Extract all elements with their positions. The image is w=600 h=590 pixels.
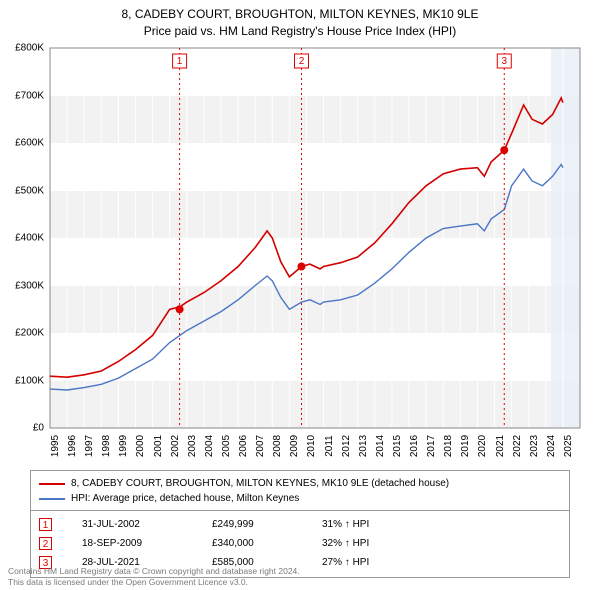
x-tick-label: 2007	[255, 435, 266, 457]
svg-text:1: 1	[177, 56, 183, 67]
event-diff: 27% ↑ HPI	[322, 553, 412, 572]
svg-text:3: 3	[501, 56, 507, 67]
event-marker: 1	[39, 518, 52, 531]
x-tick-label: 2009	[289, 435, 300, 457]
x-tick-label: 2004	[204, 435, 215, 457]
legend-row-hpi: HPI: Average price, detached house, Milt…	[39, 491, 561, 506]
y-tick-label: £800K	[15, 43, 44, 54]
plot-area: 123 £0£100K£200K£300K£400K£500K£600K£700…	[50, 48, 580, 428]
legend-swatch-hpi	[39, 498, 65, 500]
legend-row-price: 8, CADEBY COURT, BROUGHTON, MILTON KEYNE…	[39, 476, 561, 491]
footer: Contains HM Land Registry data © Crown c…	[8, 566, 300, 588]
y-tick-label: £200K	[15, 328, 44, 339]
x-tick-label: 2010	[306, 435, 317, 457]
x-tick-label: 2020	[477, 435, 488, 457]
x-tick-label: 2016	[409, 435, 420, 457]
x-tick-label: 2022	[512, 435, 523, 457]
event-row: 2 18-SEP-2009 £340,000 32% ↑ HPI	[39, 534, 561, 553]
x-tick-label: 1995	[50, 435, 61, 457]
x-axis-labels: 1995 1996 1997 1998 1999 2000 2001 2002 2003 2004…	[50, 430, 580, 466]
event-date: 31-JUL-2002	[82, 515, 182, 534]
x-tick-label: 2005	[221, 435, 232, 457]
event-diff: 32% ↑ HPI	[322, 534, 412, 553]
y-tick-label: £100K	[15, 375, 44, 386]
event-price: £249,999	[212, 515, 292, 534]
y-tick-label: £0	[33, 423, 44, 434]
y-tick-label: £600K	[15, 138, 44, 149]
x-tick-label: 2008	[272, 435, 283, 457]
event-price: £340,000	[212, 534, 292, 553]
x-tick-label: 2001	[153, 435, 164, 457]
event-row: 1 31-JUL-2002 £249,999 31% ↑ HPI	[39, 515, 561, 534]
plot-svg: 1 2 3	[50, 48, 580, 428]
x-tick-label: 2021	[495, 435, 506, 457]
x-tick-label: 2012	[341, 435, 352, 457]
legend-label-hpi: HPI: Average price, detached house, Milt…	[71, 491, 299, 506]
y-axis-labels: £0£100K£200K£300K£400K£500K£600K£700K£80…	[2, 48, 46, 428]
x-tick-label: 2017	[426, 435, 437, 457]
x-tick-label: 1998	[101, 435, 112, 457]
x-tick-label: 2003	[187, 435, 198, 457]
x-tick-label: 2015	[392, 435, 403, 457]
x-tick-label: 1996	[67, 435, 78, 457]
x-tick-label: 2018	[443, 435, 454, 457]
chart-container: 8, CADEBY COURT, BROUGHTON, MILTON KEYNE…	[0, 0, 600, 590]
title-line-1: 8, CADEBY COURT, BROUGHTON, MILTON KEYNE…	[122, 7, 479, 21]
y-tick-label: £700K	[15, 90, 44, 101]
event-diff: 31% ↑ HPI	[322, 515, 412, 534]
svg-text:2: 2	[299, 56, 305, 67]
event-marker: 2	[39, 537, 52, 550]
chart-title: 8, CADEBY COURT, BROUGHTON, MILTON KEYNE…	[0, 0, 600, 40]
footer-line-2: This data is licensed under the Open Gov…	[8, 577, 248, 587]
x-tick-label: 2006	[238, 435, 249, 457]
x-tick-label: 2024	[546, 435, 557, 457]
y-tick-label: £400K	[15, 233, 44, 244]
x-tick-label: 2011	[324, 435, 335, 457]
x-tick-label: 2002	[170, 435, 181, 457]
x-tick-label: 2023	[529, 435, 540, 457]
x-tick-label: 1999	[118, 435, 129, 457]
legend-panel: 8, CADEBY COURT, BROUGHTON, MILTON KEYNE…	[30, 470, 570, 512]
legend-label-price: 8, CADEBY COURT, BROUGHTON, MILTON KEYNE…	[71, 476, 449, 491]
y-tick-label: £300K	[15, 280, 44, 291]
x-tick-label: 2000	[135, 435, 146, 457]
x-tick-label: 2019	[460, 435, 471, 457]
y-tick-label: £500K	[15, 185, 44, 196]
x-tick-label: 2013	[358, 435, 369, 457]
legend-swatch-price	[39, 483, 65, 485]
event-date: 18-SEP-2009	[82, 534, 182, 553]
title-line-2: Price paid vs. HM Land Registry's House …	[144, 24, 456, 38]
x-tick-label: 2025	[563, 435, 574, 457]
x-tick-label: 2014	[375, 435, 386, 457]
footer-line-1: Contains HM Land Registry data © Crown c…	[8, 566, 300, 576]
x-tick-label: 1997	[84, 435, 95, 457]
